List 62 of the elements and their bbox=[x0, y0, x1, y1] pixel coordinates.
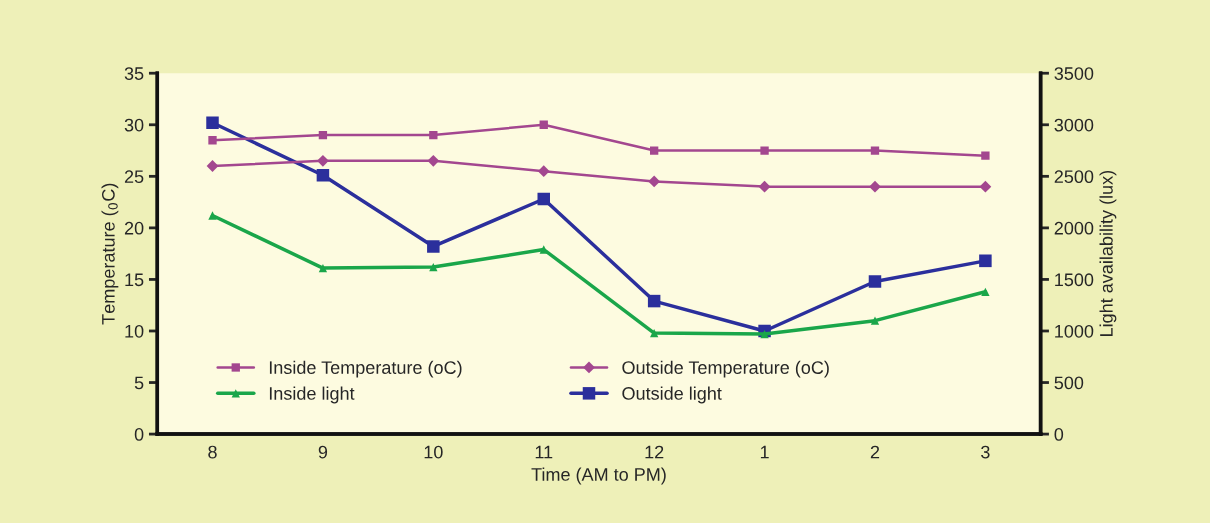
point bbox=[208, 211, 217, 220]
legend-label: Inside Temperature (oC) bbox=[269, 360, 462, 378]
y-tick-label: 0 bbox=[134, 428, 144, 441]
point bbox=[317, 154, 329, 167]
x-tick-label: 11 bbox=[535, 445, 553, 459]
point bbox=[537, 165, 550, 178]
y-tick-label: 25 bbox=[124, 170, 144, 184]
y-tick-label: 10 bbox=[125, 324, 144, 338]
point bbox=[316, 169, 330, 182]
legend-label: Outside Temperature (oC) bbox=[622, 360, 829, 378]
y-tick-label: 5 bbox=[134, 376, 144, 390]
point bbox=[981, 287, 990, 296]
point bbox=[429, 130, 438, 140]
y2-tick-label: 3000 bbox=[1054, 118, 1094, 132]
y-tick-label: 15 bbox=[125, 273, 144, 287]
y2-tick-label: 1500 bbox=[1055, 273, 1094, 287]
y2-tick-label: 500 bbox=[1054, 376, 1084, 390]
x-tick-label: 8 bbox=[208, 445, 217, 459]
x-tick-label: 1 bbox=[760, 445, 769, 459]
point bbox=[647, 294, 661, 308]
y2-tick-label: 2000 bbox=[1054, 221, 1094, 235]
point bbox=[429, 262, 438, 272]
point bbox=[760, 329, 769, 339]
y-axis-title: Temperature ($_{0}$C) bbox=[101, 183, 119, 325]
point bbox=[981, 151, 990, 160]
y2-tick-label: 3500 bbox=[1054, 67, 1094, 80]
point bbox=[760, 146, 769, 155]
y2-axis-title: Light availability (lux) bbox=[1099, 170, 1117, 336]
point bbox=[318, 263, 328, 273]
y2-tick-label: 0 bbox=[1054, 428, 1064, 441]
x-tick-label: 10 bbox=[424, 445, 443, 459]
point bbox=[649, 146, 659, 155]
point bbox=[869, 180, 881, 193]
point bbox=[979, 180, 992, 193]
y2-tick-label: 2500 bbox=[1054, 170, 1094, 184]
point bbox=[206, 160, 219, 172]
point bbox=[427, 154, 440, 167]
point bbox=[427, 240, 440, 253]
point bbox=[870, 146, 880, 155]
y2-tick-label: 1000 bbox=[1055, 324, 1094, 338]
point bbox=[539, 245, 548, 254]
point bbox=[648, 175, 661, 188]
x-tick-label: 3 bbox=[981, 445, 990, 459]
x-tick-label: 12 bbox=[645, 445, 664, 459]
point bbox=[206, 116, 219, 129]
point bbox=[537, 192, 550, 206]
point bbox=[758, 180, 771, 193]
x-tick-label: 9 bbox=[318, 445, 328, 459]
x-tick-label: 2 bbox=[870, 445, 880, 459]
y-tick-label: 30 bbox=[124, 118, 144, 132]
legend-label: Inside light bbox=[269, 386, 355, 404]
point bbox=[539, 120, 548, 129]
point bbox=[979, 254, 992, 268]
point bbox=[868, 275, 882, 288]
point bbox=[208, 136, 217, 145]
point bbox=[649, 328, 659, 338]
point bbox=[870, 316, 880, 325]
x-axis-title: Time (AM to PM) bbox=[531, 467, 666, 485]
y-tick-label: 20 bbox=[124, 221, 144, 235]
y-tick-label: 35 bbox=[124, 67, 144, 80]
legend-label: Outside light bbox=[622, 386, 722, 404]
point bbox=[318, 130, 328, 140]
